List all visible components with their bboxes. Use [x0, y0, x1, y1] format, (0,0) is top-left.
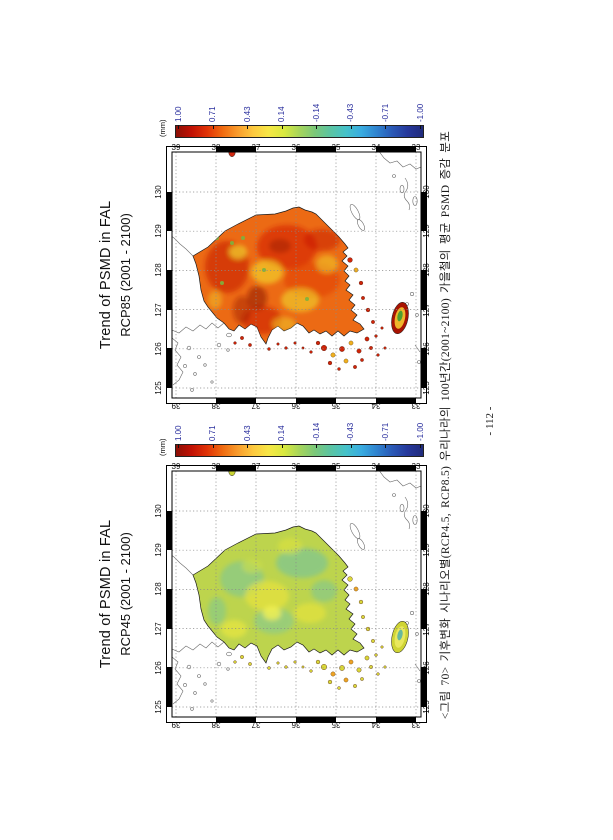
- page-number: - 112 -: [484, 406, 496, 436]
- lon-label-left: 125: [154, 700, 163, 714]
- lat-label-top: 39: [171, 462, 181, 471]
- colorbar-tick-label: 1.00: [173, 425, 183, 441]
- colorbar-tick: [281, 125, 283, 129]
- lat-label-top: 39: [171, 143, 181, 152]
- colorbar-tick-label: -0.14: [311, 422, 321, 441]
- colorbar-tick-label: -0.71: [380, 103, 390, 122]
- lon-label-left: 130: [154, 185, 163, 199]
- lon-label-left: 126: [154, 342, 163, 356]
- lon-label-left: 127: [154, 621, 163, 636]
- colorbar-tick: [420, 125, 421, 129]
- colorbar-tick: [178, 444, 179, 448]
- colorbar-tick: [385, 125, 387, 129]
- colorbar-tick-label: 0.71: [208, 425, 218, 441]
- title-line-1: Trend of PSMD in FAL: [98, 200, 114, 350]
- colorbar-tick: [247, 444, 249, 448]
- colorbar-tick: [350, 125, 352, 129]
- colorbar-unit-label: (mm): [158, 438, 167, 457]
- coastal-islands: [233, 257, 387, 371]
- lon-label-left: 128: [154, 582, 163, 597]
- lon-label-left: 130: [154, 504, 163, 518]
- colorbar-tick-label: 0.43: [242, 106, 252, 122]
- jeju-island: [391, 302, 409, 334]
- figure-rcp45: Trend of PSMD in FAL RCP45 (2001 - 2100) (…: [0, 409, 613, 744]
- colorbar-tick-label: 0.14: [277, 425, 287, 441]
- figure-rcp85: Trend of PSMD in FAL RCP85 (2001 - 2100) (…: [0, 90, 613, 425]
- colorbar-tick: [212, 444, 214, 448]
- colorbar: [175, 444, 424, 457]
- jeju-island: [391, 621, 409, 653]
- colorbar-tick-label: 1.00: [173, 106, 183, 122]
- korea-trend-map: [166, 146, 427, 404]
- colorbar-tick-label: -0.43: [346, 103, 356, 122]
- colorbar-tick-label: 0.43: [242, 425, 252, 441]
- colorbar-tick: [350, 444, 352, 448]
- colorbar-tick: [247, 125, 249, 129]
- figure-caption: <그림 70> 기후변화 시나리오별(RCP4.5, RCP8.5) 우리나라의…: [440, 130, 452, 720]
- lon-label-left: 128: [154, 263, 163, 278]
- lon-label-left: 127: [154, 302, 163, 317]
- lon-label-left: 125: [154, 381, 163, 395]
- colorbar-tick: [178, 125, 179, 129]
- colorbar-tick-label: -1.00: [415, 422, 425, 441]
- title-line-2: RCP45 (2001 - 2100): [118, 532, 134, 656]
- korea-trend-map: [166, 465, 427, 723]
- colorbar-unit-label: (mm): [158, 119, 167, 138]
- lon-label-left: 129: [154, 543, 163, 557]
- colorbar-tick: [420, 444, 421, 448]
- title-line-2: RCP85 (2001 - 2100): [118, 213, 134, 337]
- colorbar-tick-label: -0.43: [346, 422, 356, 441]
- colorbar-tick-label: -1.00: [415, 103, 425, 122]
- figure-title: Trend of PSMD in FAL RCP45 (2001 - 2100): [97, 471, 141, 717]
- title-line-1: Trend of PSMD in FAL: [98, 519, 114, 669]
- colorbar: [175, 125, 424, 138]
- colorbar-tick: [385, 444, 387, 448]
- lon-label-left: 126: [154, 661, 163, 675]
- colorbar-tick: [212, 125, 214, 129]
- colorbar-tick: [281, 444, 283, 448]
- colorbar-tick: [316, 125, 318, 129]
- lon-label-left: 129: [154, 224, 163, 238]
- colorbar-tick-label: 0.14: [277, 106, 287, 122]
- coastlines: [172, 471, 421, 711]
- colorbar-tick-label: 0.71: [208, 106, 218, 122]
- coastal-islands: [233, 576, 387, 690]
- figure-title: Trend of PSMD in FAL RCP85 (2001 - 2100): [97, 152, 141, 398]
- colorbar-tick: [316, 444, 318, 448]
- colorbar-tick-label: -0.71: [380, 422, 390, 441]
- colorbar-tick-label: -0.14: [311, 103, 321, 122]
